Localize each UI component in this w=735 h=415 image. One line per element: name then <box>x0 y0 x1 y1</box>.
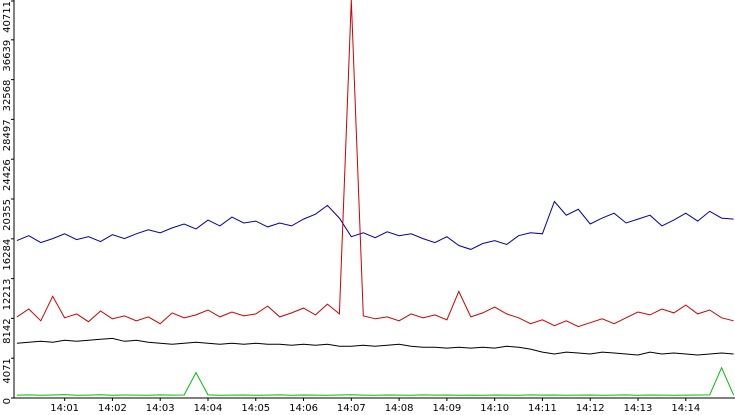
y-tick-label: 28497 <box>2 119 13 151</box>
series-line <box>16 200 734 250</box>
x-tick-label: 14:03 <box>146 403 175 414</box>
y-tick-label: 12213 <box>2 279 13 311</box>
x-tick-label: 14:07 <box>337 403 366 414</box>
x-tick-label: 14:13 <box>624 403 653 414</box>
series-line <box>16 366 735 396</box>
x-tick-label: 14:04 <box>194 403 223 414</box>
x-tick-label: 14:01 <box>50 403 79 414</box>
x-tick-label: 14:14 <box>671 403 700 414</box>
series-line <box>16 337 734 356</box>
series-line <box>16 0 734 328</box>
x-tick-label: 14:10 <box>480 403 509 414</box>
y-tick-label: 40711 <box>2 1 13 33</box>
x-tick-label: 14:09 <box>432 403 461 414</box>
y-tick-label: 0 <box>2 398 13 404</box>
x-tick-label: 14:12 <box>576 403 605 414</box>
x-tick-label: 14:11 <box>528 403 557 414</box>
y-tick-label: 20355 <box>2 199 13 231</box>
x-tick-label: 14:06 <box>289 403 318 414</box>
y-tick-label: 4071 <box>2 358 13 383</box>
y-tick-label: 32568 <box>2 80 13 112</box>
y-tick-label: 36639 <box>2 40 13 72</box>
x-tick-label: 14:02 <box>98 403 127 414</box>
x-tick-label: 14:08 <box>385 403 414 414</box>
x-tick-label: 14:05 <box>241 403 270 414</box>
y-tick-label: 8142 <box>2 318 13 343</box>
y-tick-label: 24426 <box>2 159 13 191</box>
y-tick-label: 16284 <box>2 239 13 271</box>
